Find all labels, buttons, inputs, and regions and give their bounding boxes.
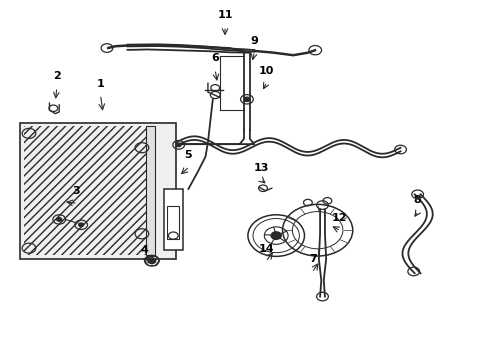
Text: 5: 5 [184, 150, 192, 160]
Text: 10: 10 [258, 66, 274, 76]
Text: 7: 7 [308, 254, 316, 264]
Text: 9: 9 [250, 36, 258, 45]
Text: 11: 11 [217, 10, 232, 21]
Bar [163, 189, 182, 250]
Text: 4: 4 [141, 245, 148, 255]
Text: 8: 8 [413, 195, 421, 205]
Text: 6: 6 [211, 53, 219, 63]
Circle shape [148, 258, 156, 264]
Bar [145, 126, 154, 255]
Circle shape [270, 232, 281, 239]
Bar [20, 123, 176, 259]
Circle shape [57, 218, 61, 221]
Circle shape [176, 143, 181, 147]
Bar [24, 126, 145, 255]
Bar [166, 206, 178, 239]
Text: 3: 3 [72, 186, 80, 196]
Circle shape [79, 223, 83, 226]
Circle shape [244, 97, 249, 102]
Text: 14: 14 [258, 243, 274, 253]
Text: 1: 1 [97, 78, 104, 89]
Text: 2: 2 [53, 71, 61, 81]
Text: 12: 12 [331, 213, 346, 223]
Text: 13: 13 [253, 163, 269, 173]
